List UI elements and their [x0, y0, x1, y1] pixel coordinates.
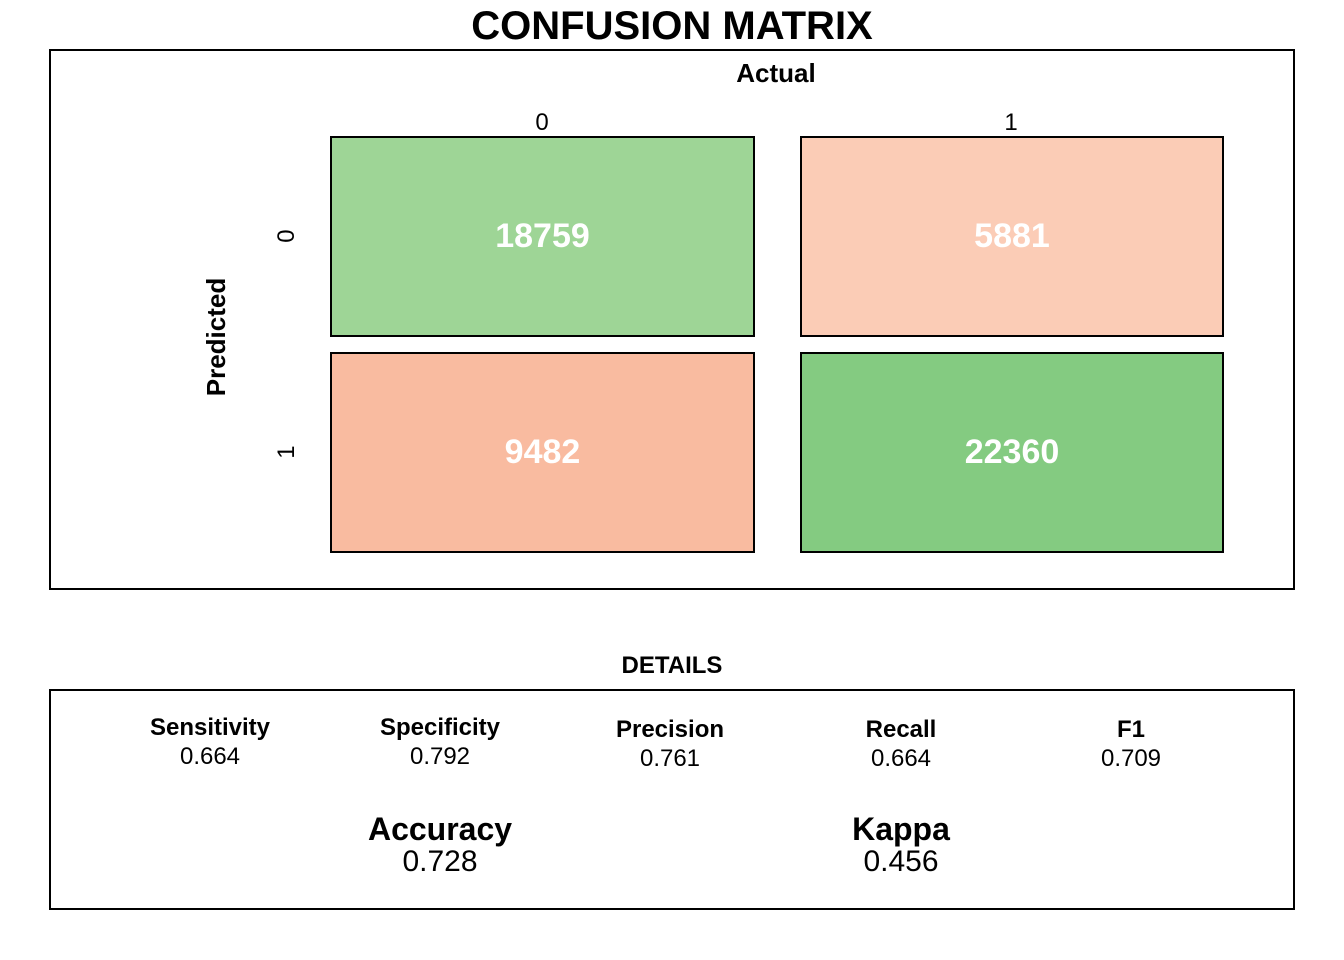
chart-title: CONFUSION MATRIX [471, 4, 873, 48]
metric-f1: F1 0.709 [1021, 716, 1241, 774]
metric-sensitivity: Sensitivity 0.664 [100, 714, 320, 772]
predicted-axis-label: Predicted [201, 277, 231, 397]
column-label-1: 1 [1004, 109, 1018, 136]
cell-value: 5881 [974, 217, 1050, 255]
summary-value: 0.456 [863, 845, 939, 878]
matrix-panel [49, 49, 1295, 590]
metric-name: Recall [865, 716, 937, 743]
matrix-cell-pred0-act1: 5881 [800, 136, 1224, 337]
metric-specificity: Specificity 0.792 [330, 714, 550, 772]
summary-kappa: Kappa 0.456 [771, 812, 1031, 878]
summary-value: 0.728 [402, 845, 478, 878]
cell-value: 18759 [495, 217, 590, 255]
summary-name: Kappa [852, 811, 950, 847]
cell-value: 9482 [504, 433, 581, 471]
cell-value: 22360 [964, 433, 1060, 471]
metric-name: Precision [615, 716, 725, 743]
details-panel [49, 689, 1295, 910]
metric-precision: Precision 0.761 [560, 716, 780, 774]
metric-value: 0.664 [179, 743, 241, 770]
matrix-cell-pred0-act0: 18759 [330, 136, 755, 337]
actual-axis-label: Actual [736, 58, 816, 88]
metric-value: 0.761 [639, 745, 701, 772]
metric-name: F1 [1116, 716, 1145, 743]
column-label-0: 0 [535, 109, 549, 136]
metric-value: 0.709 [1100, 745, 1162, 772]
metric-name: Sensitivity [149, 714, 271, 741]
summary-name: Accuracy [367, 811, 513, 847]
summary-accuracy: Accuracy 0.728 [310, 812, 570, 878]
metric-value: 0.664 [870, 745, 932, 772]
matrix-cell-pred1-act1: 22360 [800, 352, 1224, 553]
metric-value: 0.792 [409, 743, 471, 770]
metric-name: Specificity [379, 714, 501, 741]
row-label-0: 0 [273, 229, 300, 243]
metric-recall: Recall 0.664 [791, 716, 1011, 774]
row-label-1: 1 [273, 445, 300, 459]
details-title: DETAILS [621, 652, 723, 679]
matrix-cell-pred1-act0: 9482 [330, 352, 755, 553]
